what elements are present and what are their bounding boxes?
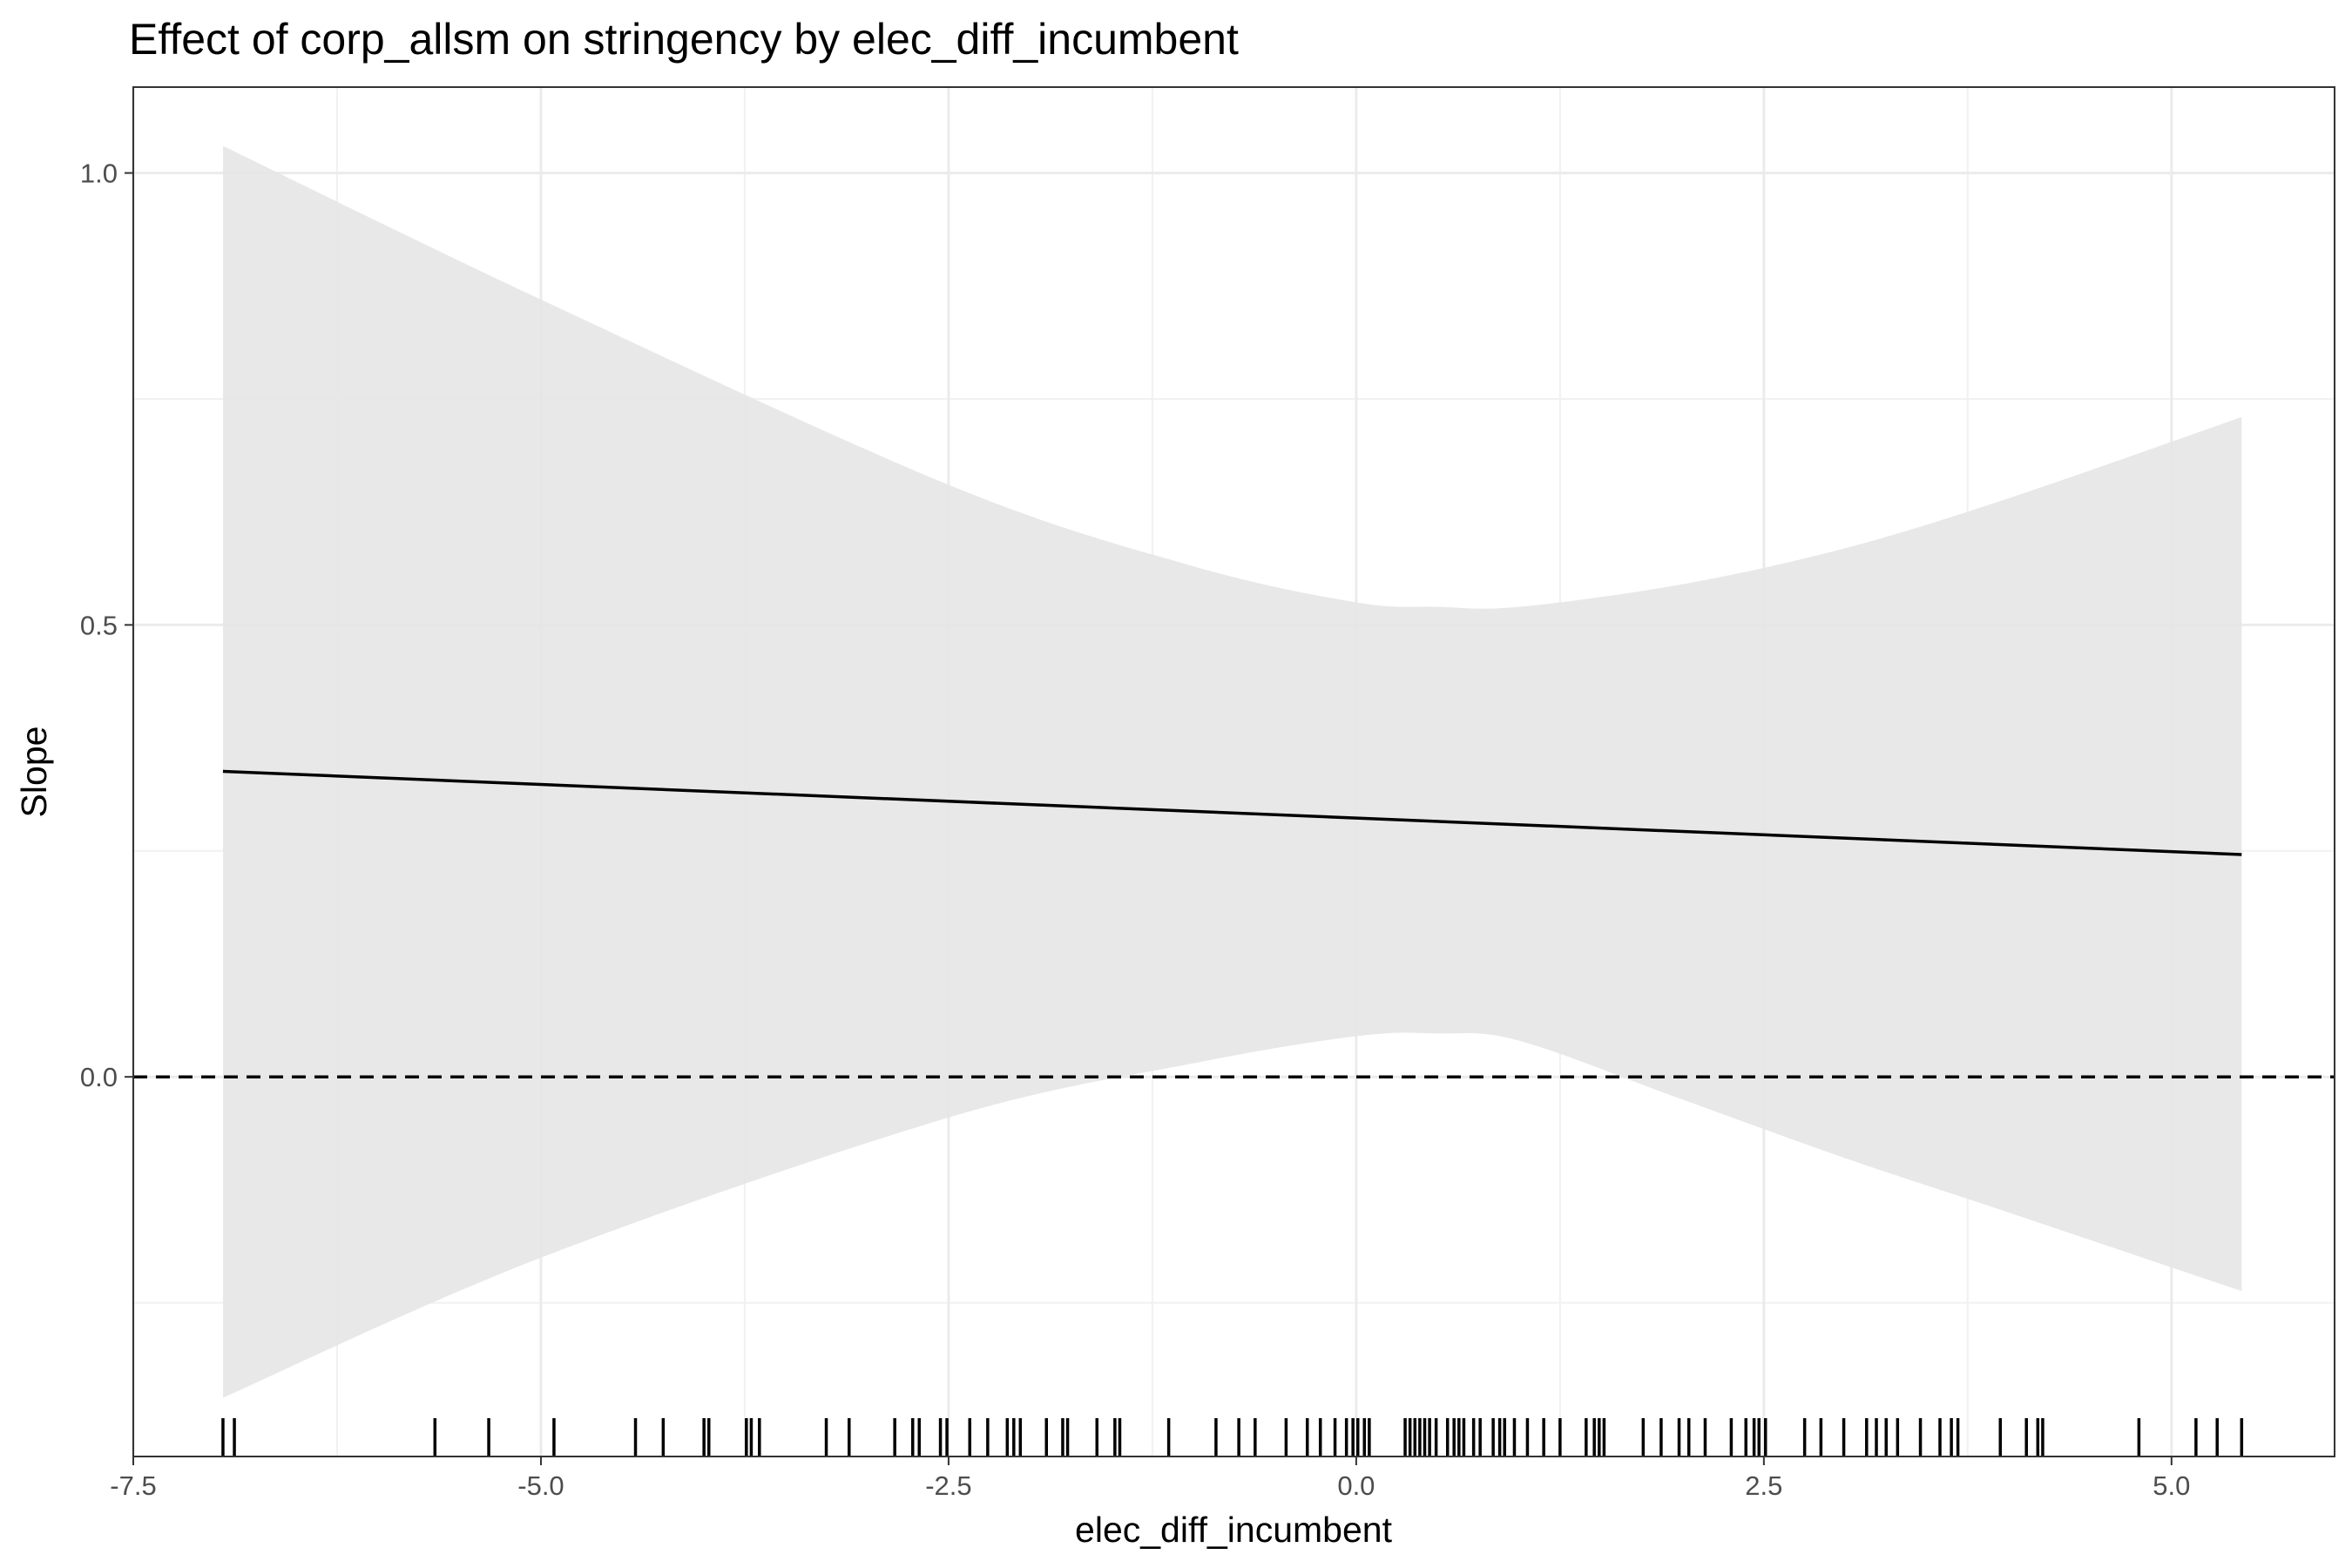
x-tick-label: 5.0 — [2153, 1470, 2190, 1501]
confidence-band — [222, 145, 2242, 1398]
x-axis-title: elec_diff_incumbent — [1075, 1510, 1393, 1550]
x-tick-label: 2.5 — [1745, 1470, 1782, 1501]
y-tick-label: 1.0 — [80, 159, 118, 189]
x-axis: -7.5 -5.0 -2.5 0.0 2.5 5.0 — [110, 1456, 2190, 1501]
y-tick-label: 0.5 — [80, 610, 118, 640]
x-tick-label: -7.5 — [110, 1470, 156, 1501]
y-tick-label: 0.0 — [80, 1062, 118, 1092]
confidence-band-layer — [222, 145, 2242, 1398]
y-axis: 0.0 0.5 1.0 — [80, 159, 133, 1092]
x-tick-label: -2.5 — [925, 1470, 971, 1501]
x-tick-label: 0.0 — [1337, 1470, 1375, 1501]
plot-panel-border — [132, 86, 2335, 1457]
y-axis-title: Slope — [14, 727, 54, 818]
chart-title: Effect of corp_allsm on stringency by el… — [129, 15, 1239, 64]
estimate-line-layer — [222, 769, 2242, 856]
rug-layer — [221, 1418, 2244, 1456]
x-tick-label: -5.0 — [517, 1470, 564, 1501]
estimate-line — [222, 769, 2242, 856]
